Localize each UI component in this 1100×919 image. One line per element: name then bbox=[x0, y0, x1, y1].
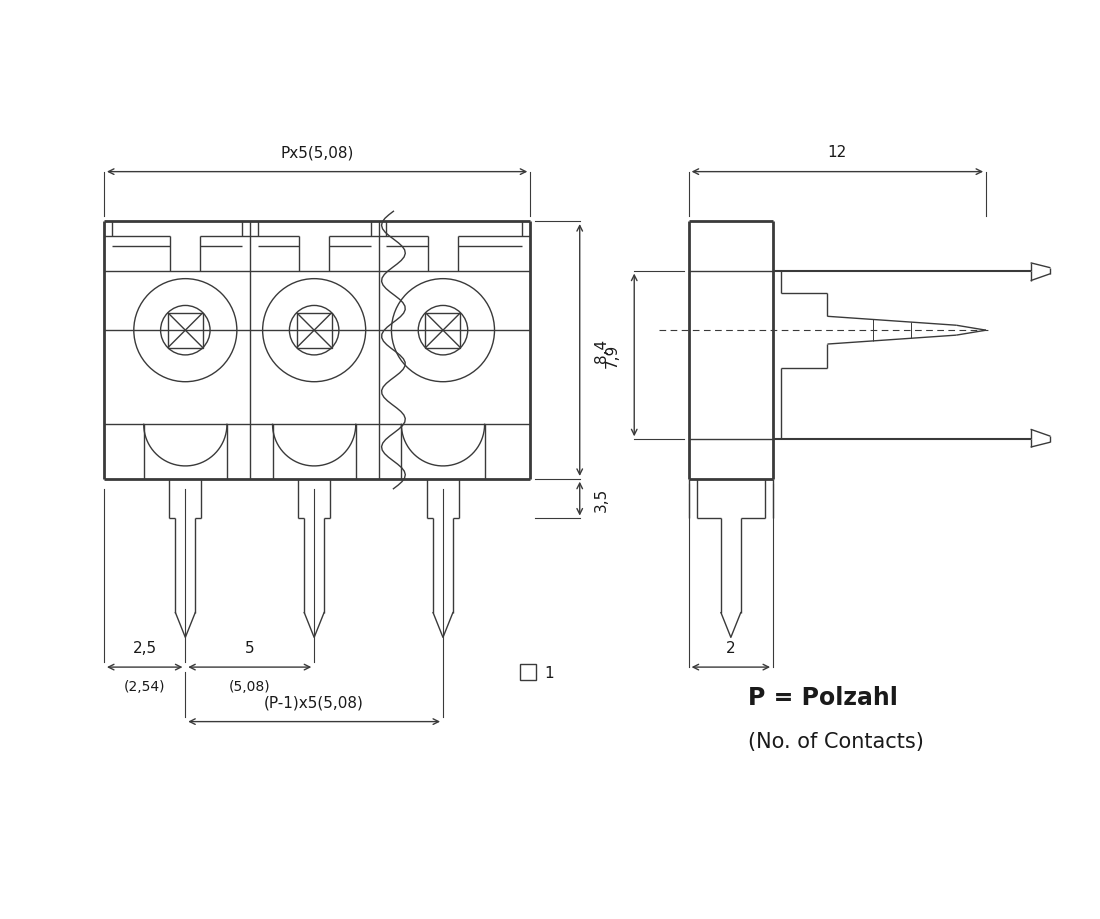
Bar bbox=[426, 313, 461, 348]
Text: 1: 1 bbox=[544, 664, 553, 680]
Text: (2,54): (2,54) bbox=[124, 679, 165, 693]
Text: (No. of Contacts): (No. of Contacts) bbox=[748, 732, 924, 752]
Text: 5: 5 bbox=[245, 640, 254, 655]
Text: 3,5: 3,5 bbox=[594, 487, 609, 511]
Text: 2: 2 bbox=[726, 640, 736, 655]
Text: 8,4: 8,4 bbox=[594, 338, 609, 363]
Text: Px5(5,08): Px5(5,08) bbox=[280, 145, 354, 160]
Text: (P-1)x5(5,08): (P-1)x5(5,08) bbox=[264, 695, 364, 709]
Text: 7,9: 7,9 bbox=[605, 344, 620, 368]
Text: P = Polzahl: P = Polzahl bbox=[748, 685, 898, 709]
Bar bbox=[168, 313, 202, 348]
Text: 12: 12 bbox=[827, 145, 847, 160]
Bar bbox=[297, 313, 332, 348]
Text: (5,08): (5,08) bbox=[229, 679, 271, 693]
Text: 2,5: 2,5 bbox=[133, 640, 157, 655]
Bar bbox=[520, 664, 536, 680]
